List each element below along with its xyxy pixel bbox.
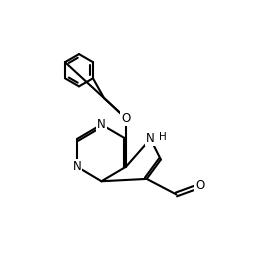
Text: O: O — [121, 112, 131, 125]
Text: N: N — [97, 118, 106, 131]
Text: O: O — [195, 180, 204, 193]
Text: N: N — [73, 160, 81, 173]
Text: H: H — [159, 132, 167, 142]
Text: N: N — [146, 132, 155, 146]
